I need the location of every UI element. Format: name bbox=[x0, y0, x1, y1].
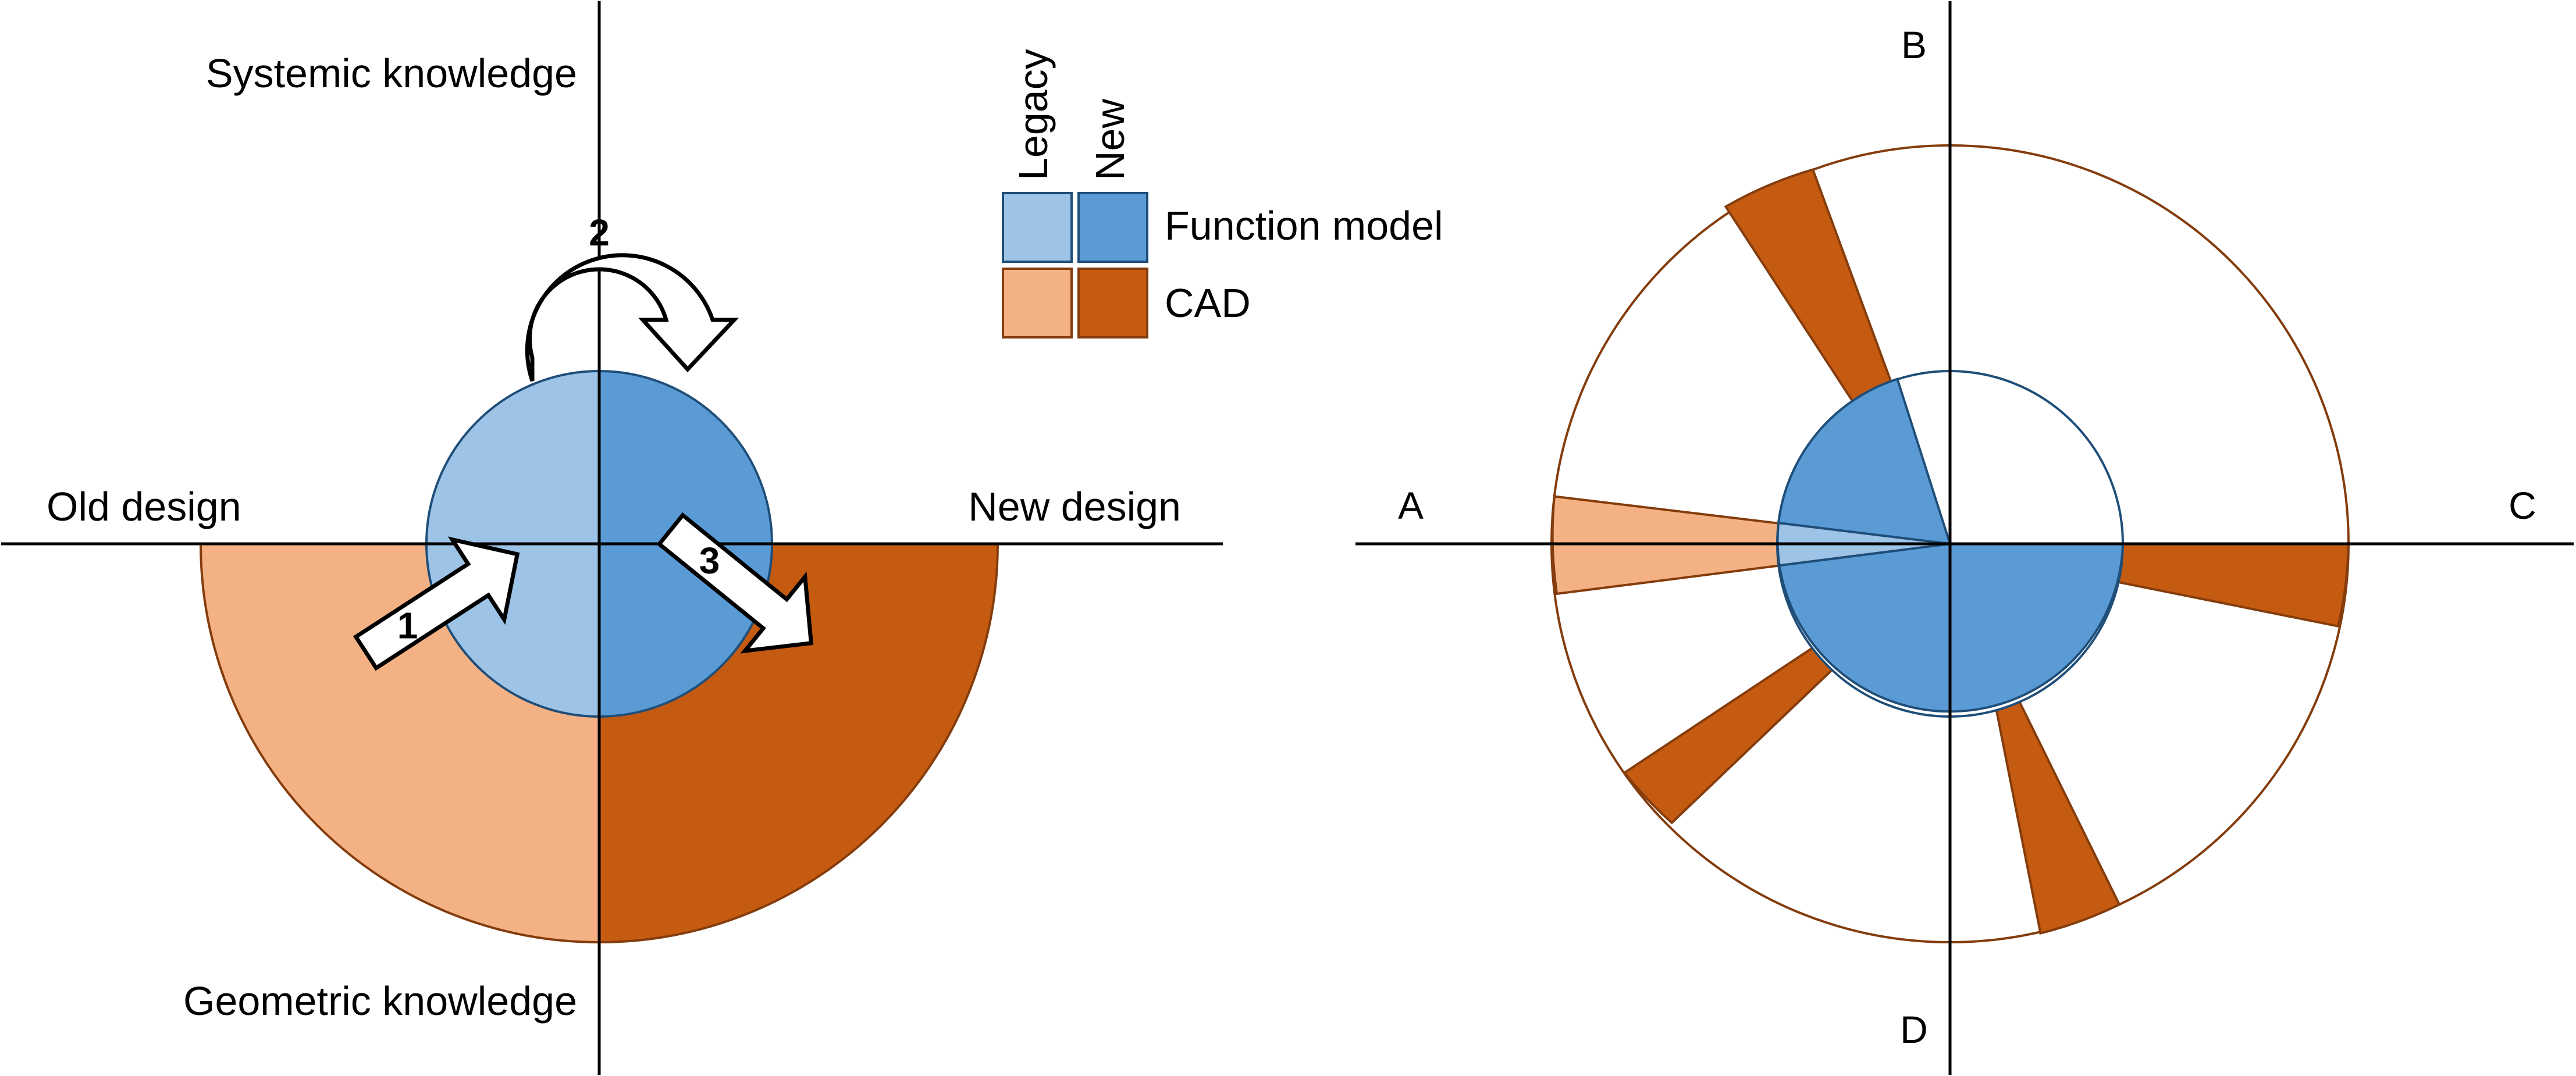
left-diagram: 1 2 3 Systemic knowledge Geometric knowl… bbox=[1, 1, 1223, 1075]
step-1-arrow: 1 bbox=[353, 536, 520, 671]
legend-swatch-legacy-cad bbox=[1002, 268, 1073, 339]
step-1-label: 1 bbox=[397, 604, 418, 646]
legend-column-legacy: Legacy bbox=[1011, 49, 1056, 180]
axis-label-c: C bbox=[2509, 484, 2536, 527]
legend-row-function-model: Function model bbox=[1165, 203, 1443, 248]
legend-column-new: New bbox=[1087, 99, 1133, 180]
axis-label-b: B bbox=[1901, 23, 1927, 66]
axis-label-old-design: Old design bbox=[47, 484, 241, 529]
step-2-label: 2 bbox=[589, 212, 610, 254]
axis-label-d: D bbox=[1900, 1008, 1928, 1051]
legend-swatch-legacy-function bbox=[1002, 192, 1073, 263]
legend-row-cad: CAD bbox=[1165, 280, 1251, 326]
axis-label-systemic: Systemic knowledge bbox=[206, 51, 577, 96]
step-3-arrow: 3 bbox=[656, 512, 814, 654]
axis-label-geometric: Geometric knowledge bbox=[183, 978, 577, 1024]
step-2-arrow: 2 bbox=[525, 212, 739, 382]
axis-label-a: A bbox=[1398, 484, 1424, 527]
legend-swatch-new-cad bbox=[1077, 268, 1148, 339]
step-3-label: 3 bbox=[699, 540, 720, 582]
axis-label-new-design: New design bbox=[968, 484, 1181, 529]
legend: Legacy New Function model CAD bbox=[1002, 49, 1443, 339]
function-sector-new-upper bbox=[1777, 377, 1952, 546]
legend-swatch-new-function bbox=[1077, 192, 1148, 263]
right-diagram: A B C D bbox=[1355, 1, 2574, 1075]
